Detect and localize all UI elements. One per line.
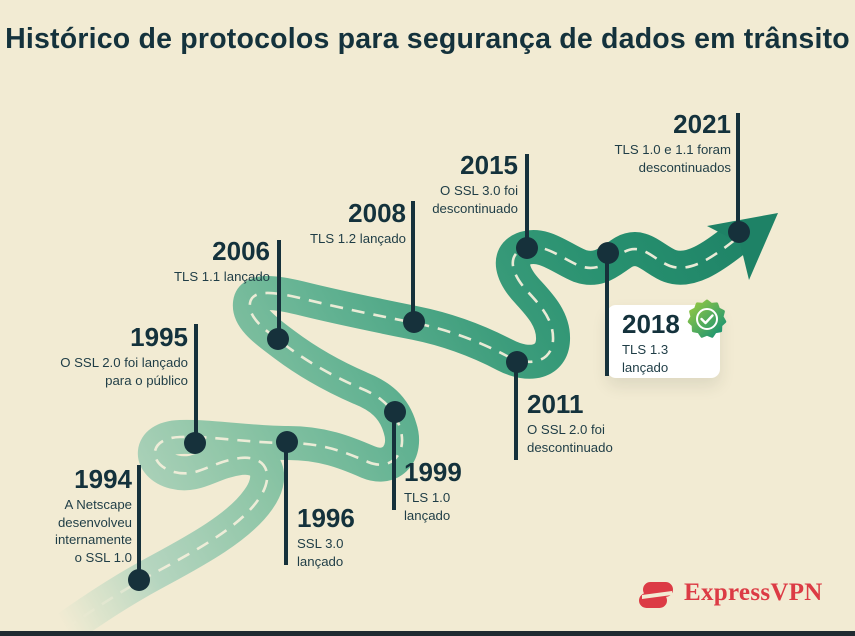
milestone-2011: 2011 O SSL 2.0 foi descontinuado [527,390,613,456]
milestone-2015: 2015 O SSL 3.0 foi descontinuado [432,151,518,217]
timeline-connector-1995 [194,324,198,443]
milestone-year: 2008 [348,198,406,228]
expressvpn-icon [639,582,673,608]
timeline-connector-2011 [514,362,518,460]
milestone-year: 2006 [212,236,270,266]
milestone-desc: O SSL 2.0 foi lançado para o público [60,355,188,388]
timeline-dot-1999 [384,401,406,423]
timeline-dot-2021 [728,221,750,243]
milestone-year: 2015 [460,150,518,180]
milestone-year: 1996 [297,503,355,533]
timeline-connector-2021 [736,113,740,232]
timeline-connector-1994 [137,465,141,580]
check-seal-badge-icon [687,299,727,338]
page-title: Histórico de protocolos para segurança d… [5,23,850,55]
milestone-1999: 1999 TLS 1.0 lançado [404,458,462,524]
timeline-dot-2008 [403,311,425,333]
bottom-accent-bar [0,631,855,636]
milestone-1994: 1994 A Netscape desenvolveu internamente … [55,465,132,566]
timeline-connector-2015 [525,154,529,248]
milestone-desc: O SSL 2.0 foi descontinuado [527,422,613,455]
milestone-desc: TLS 1.0 e 1.1 foram descontinuados [614,142,731,175]
milestone-year: 1995 [130,322,188,352]
milestone-year: 2021 [673,109,731,139]
timeline-dot-2015 [516,237,538,259]
timeline-dot-1995 [184,432,206,454]
brand-logo: ExpressVPN [636,578,826,618]
timeline-connector-1996 [284,442,288,565]
timeline-connector-1999 [392,412,396,510]
timeline-dot-2011 [506,351,528,373]
road-arrowhead-icon [707,213,778,280]
milestone-desc: A Netscape desenvolveu internamente o SS… [55,497,132,565]
timeline-dot-2018 [597,242,619,264]
milestone-2018: 2018 TLS 1.3 lançado [622,310,680,376]
timeline-connector-2008 [411,201,415,322]
milestone-1995: 1995 O SSL 2.0 foi lançado para o público [60,323,188,389]
milestone-year: 2011 [527,389,584,419]
timeline-dot-1994 [128,569,150,591]
milestone-desc: TLS 1.1 lançado [173,269,270,284]
timeline-connector-2018 [605,253,609,376]
timeline-dot-2006 [267,328,289,350]
expressvpn-wordmark: ExpressVPN [684,579,823,606]
milestone-desc: SSL 3.0 lançado [297,536,344,569]
milestone-year: 1994 [74,464,132,494]
milestone-year: 1999 [404,457,462,487]
timeline-dot-1996 [276,431,298,453]
timeline-connector-2006 [277,240,281,339]
milestone-2006: 2006 TLS 1.1 lançado [174,237,270,286]
milestone-desc: TLS 1.2 lançado [309,231,406,246]
milestone-year: 2018 [622,309,680,339]
milestone-2021: 2021 TLS 1.0 e 1.1 foram descontinuados [614,110,731,176]
milestone-2008: 2008 TLS 1.2 lançado [310,199,406,248]
milestone-desc: O SSL 3.0 foi descontinuado [432,183,518,216]
milestone-desc: TLS 1.3 lançado [622,342,669,375]
milestone-1996: 1996 SSL 3.0 lançado [297,504,355,570]
milestone-desc: TLS 1.0 lançado [404,490,451,523]
